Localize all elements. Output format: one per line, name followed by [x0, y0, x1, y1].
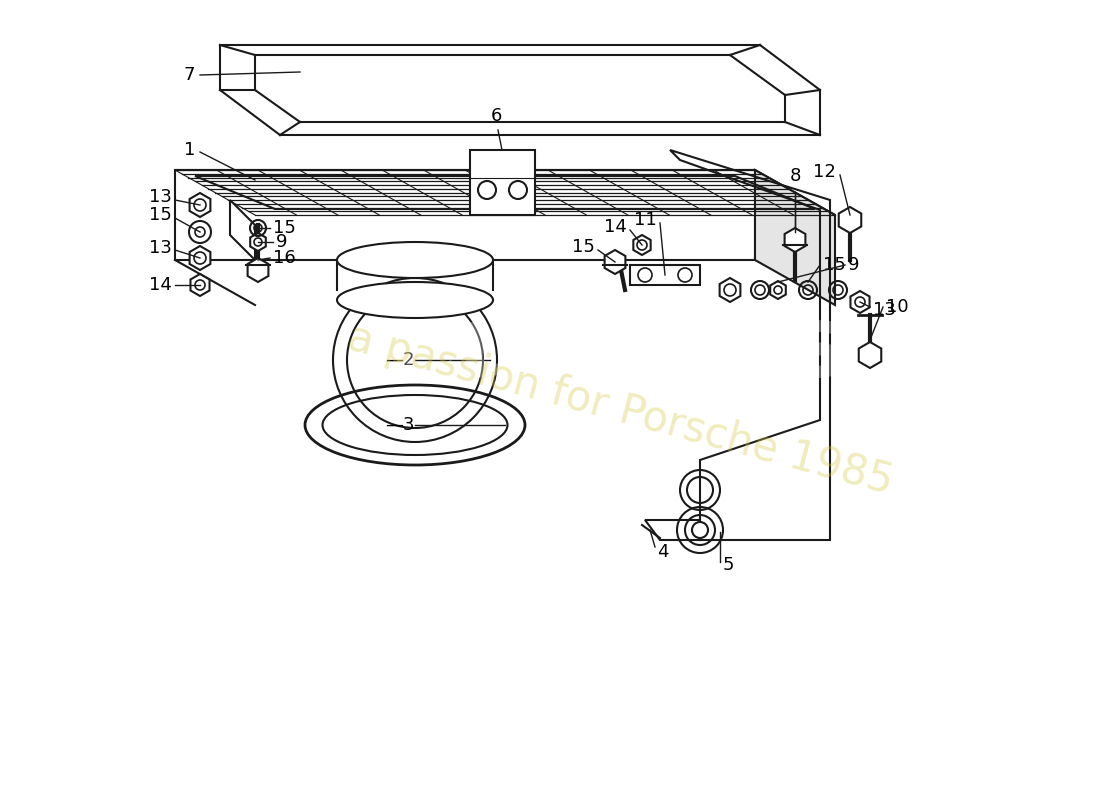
Polygon shape [850, 291, 869, 313]
Text: 11: 11 [635, 211, 657, 229]
Text: 5: 5 [723, 556, 735, 574]
Text: 7: 7 [184, 66, 195, 84]
Polygon shape [755, 170, 835, 305]
Text: a passion for Porsche 1985: a passion for Porsche 1985 [342, 317, 898, 503]
Polygon shape [838, 207, 861, 233]
Text: 15: 15 [823, 256, 846, 274]
Polygon shape [189, 246, 210, 270]
Polygon shape [175, 170, 835, 215]
Polygon shape [634, 235, 651, 255]
Text: 16: 16 [273, 249, 296, 267]
Text: 4: 4 [657, 543, 669, 561]
Polygon shape [770, 281, 785, 299]
Text: 12: 12 [813, 163, 836, 181]
Text: 13: 13 [150, 188, 172, 206]
Polygon shape [784, 228, 805, 252]
Text: eu-r-ces: eu-r-ces [392, 302, 849, 398]
Text: —3: —3 [385, 416, 415, 434]
Ellipse shape [337, 242, 493, 278]
Polygon shape [230, 200, 255, 260]
Polygon shape [250, 233, 266, 251]
Polygon shape [189, 193, 210, 217]
Ellipse shape [337, 282, 493, 318]
Text: 9: 9 [276, 233, 287, 251]
Text: 14: 14 [604, 218, 627, 236]
Polygon shape [190, 274, 209, 296]
Polygon shape [645, 520, 700, 540]
Text: 14: 14 [150, 276, 172, 294]
Text: 13: 13 [873, 301, 895, 319]
Polygon shape [175, 170, 755, 260]
Polygon shape [630, 265, 700, 285]
Text: 9: 9 [848, 256, 859, 274]
Polygon shape [859, 342, 881, 368]
Text: 15: 15 [150, 206, 172, 224]
Text: 15: 15 [273, 219, 296, 237]
Text: 6: 6 [491, 107, 502, 125]
Polygon shape [605, 250, 626, 274]
Text: 8: 8 [790, 167, 801, 185]
Text: 15: 15 [572, 238, 595, 256]
Text: —2: —2 [385, 351, 415, 369]
Text: 13: 13 [150, 239, 172, 257]
Polygon shape [470, 150, 535, 215]
Text: 10: 10 [886, 298, 909, 316]
Text: 1: 1 [184, 141, 195, 159]
Polygon shape [248, 258, 268, 282]
Polygon shape [719, 278, 740, 302]
Circle shape [692, 522, 708, 538]
